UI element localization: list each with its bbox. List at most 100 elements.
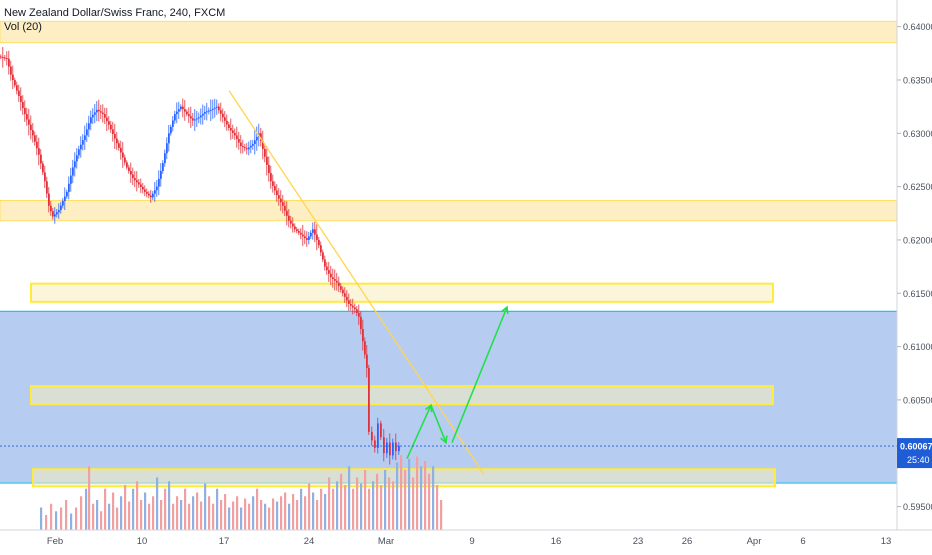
candle-body bbox=[198, 117, 200, 119]
volume-bar bbox=[144, 492, 147, 530]
candle-body bbox=[346, 296, 348, 301]
candle-body bbox=[398, 445, 400, 452]
volume-bar bbox=[176, 496, 179, 530]
candle-body bbox=[164, 153, 166, 164]
volume-bar bbox=[140, 500, 143, 530]
volume-bar bbox=[136, 481, 139, 530]
candle-body bbox=[170, 126, 172, 134]
candle-body bbox=[120, 147, 122, 153]
candle-body bbox=[64, 196, 66, 202]
candle-body bbox=[254, 140, 256, 144]
candle-body bbox=[142, 186, 144, 190]
candle-body bbox=[76, 155, 78, 162]
candle-body bbox=[50, 205, 52, 212]
candle-body bbox=[88, 123, 90, 130]
symbol-title[interactable]: New Zealand Dollar/Swiss Franc, 240, FXC… bbox=[4, 7, 226, 19]
candle-body bbox=[206, 111, 208, 113]
candle-body bbox=[298, 231, 300, 233]
volume-bar bbox=[392, 481, 395, 530]
time-ticks: Feb 10 17 24 Mar 9 16 23 26 Apr 6 13 bbox=[47, 536, 891, 547]
candle-body bbox=[230, 127, 232, 131]
zones-layer bbox=[0, 20, 898, 488]
candle-body bbox=[136, 180, 138, 183]
volume-bar bbox=[188, 503, 191, 530]
candle-body bbox=[268, 164, 270, 174]
time-tick-label: 23 bbox=[633, 536, 644, 547]
volume-bar bbox=[192, 496, 195, 530]
time-tick-label: 17 bbox=[219, 536, 230, 547]
candle-body bbox=[70, 175, 72, 184]
candle-body bbox=[328, 270, 330, 274]
candle-body bbox=[92, 114, 94, 118]
countdown-label: 25:40 bbox=[907, 455, 930, 465]
volume-bar bbox=[180, 500, 183, 530]
time-axis-panel[interactable] bbox=[0, 530, 932, 550]
candle-body bbox=[74, 161, 76, 168]
candle-body bbox=[392, 442, 394, 456]
candle-body bbox=[86, 129, 88, 136]
volume-bar bbox=[112, 492, 115, 530]
candle-body bbox=[144, 189, 146, 192]
volume-bar bbox=[412, 477, 415, 530]
volume-bar bbox=[212, 503, 215, 530]
candle-body bbox=[212, 108, 214, 110]
volume-bar bbox=[220, 500, 223, 530]
volume-bar bbox=[85, 488, 88, 530]
candle-body bbox=[220, 110, 222, 114]
candle-body bbox=[56, 212, 58, 215]
candle-body bbox=[326, 266, 328, 271]
drawings-layer[interactable] bbox=[0, 90, 897, 475]
candle-body bbox=[302, 234, 304, 237]
candle-body bbox=[322, 252, 324, 260]
volume-bar bbox=[360, 483, 363, 530]
candle-body bbox=[266, 156, 268, 165]
projection-arrowhead bbox=[440, 435, 448, 445]
candle-body bbox=[54, 214, 56, 217]
volume-bar bbox=[228, 507, 231, 530]
candle-body bbox=[114, 134, 116, 139]
candle-body bbox=[118, 143, 120, 148]
candle-body bbox=[150, 195, 152, 198]
candle-body bbox=[188, 114, 190, 117]
candle-body bbox=[340, 286, 342, 290]
volume-bar bbox=[376, 473, 379, 530]
candle-body bbox=[332, 277, 334, 280]
candle-body bbox=[6, 58, 8, 60]
candle-body bbox=[138, 182, 140, 185]
volume-bar bbox=[312, 492, 315, 530]
candle-body bbox=[8, 58, 10, 67]
volume-bar bbox=[65, 500, 68, 530]
volume-bar bbox=[116, 507, 119, 530]
candle-body bbox=[96, 109, 98, 113]
candle-body bbox=[204, 111, 206, 114]
volume-bar bbox=[420, 466, 423, 530]
candle-body bbox=[160, 170, 162, 179]
candle-body bbox=[354, 307, 356, 310]
candle-body bbox=[377, 423, 379, 448]
volume-bar bbox=[388, 477, 391, 530]
volume-indicator-label[interactable]: Vol (20) bbox=[4, 21, 42, 33]
candle-body bbox=[312, 229, 314, 233]
time-tick-label: 9 bbox=[469, 536, 474, 547]
volume-bar bbox=[368, 488, 371, 530]
candle-body bbox=[288, 215, 290, 221]
volume-bar bbox=[384, 470, 387, 530]
resistance-band-1 bbox=[0, 199, 898, 222]
candle-body bbox=[282, 202, 284, 206]
volume-bar bbox=[284, 492, 287, 530]
candle-body bbox=[186, 111, 188, 115]
candle-body bbox=[250, 145, 252, 148]
volume-bar bbox=[100, 511, 103, 530]
candle-body bbox=[14, 79, 16, 86]
volume-bar bbox=[428, 473, 431, 530]
volume-bar bbox=[132, 488, 135, 530]
candle-body bbox=[128, 167, 130, 171]
volume-bar bbox=[436, 485, 439, 530]
candle-body bbox=[244, 147, 246, 149]
candle-body bbox=[236, 135, 238, 139]
candle-body bbox=[202, 113, 204, 116]
